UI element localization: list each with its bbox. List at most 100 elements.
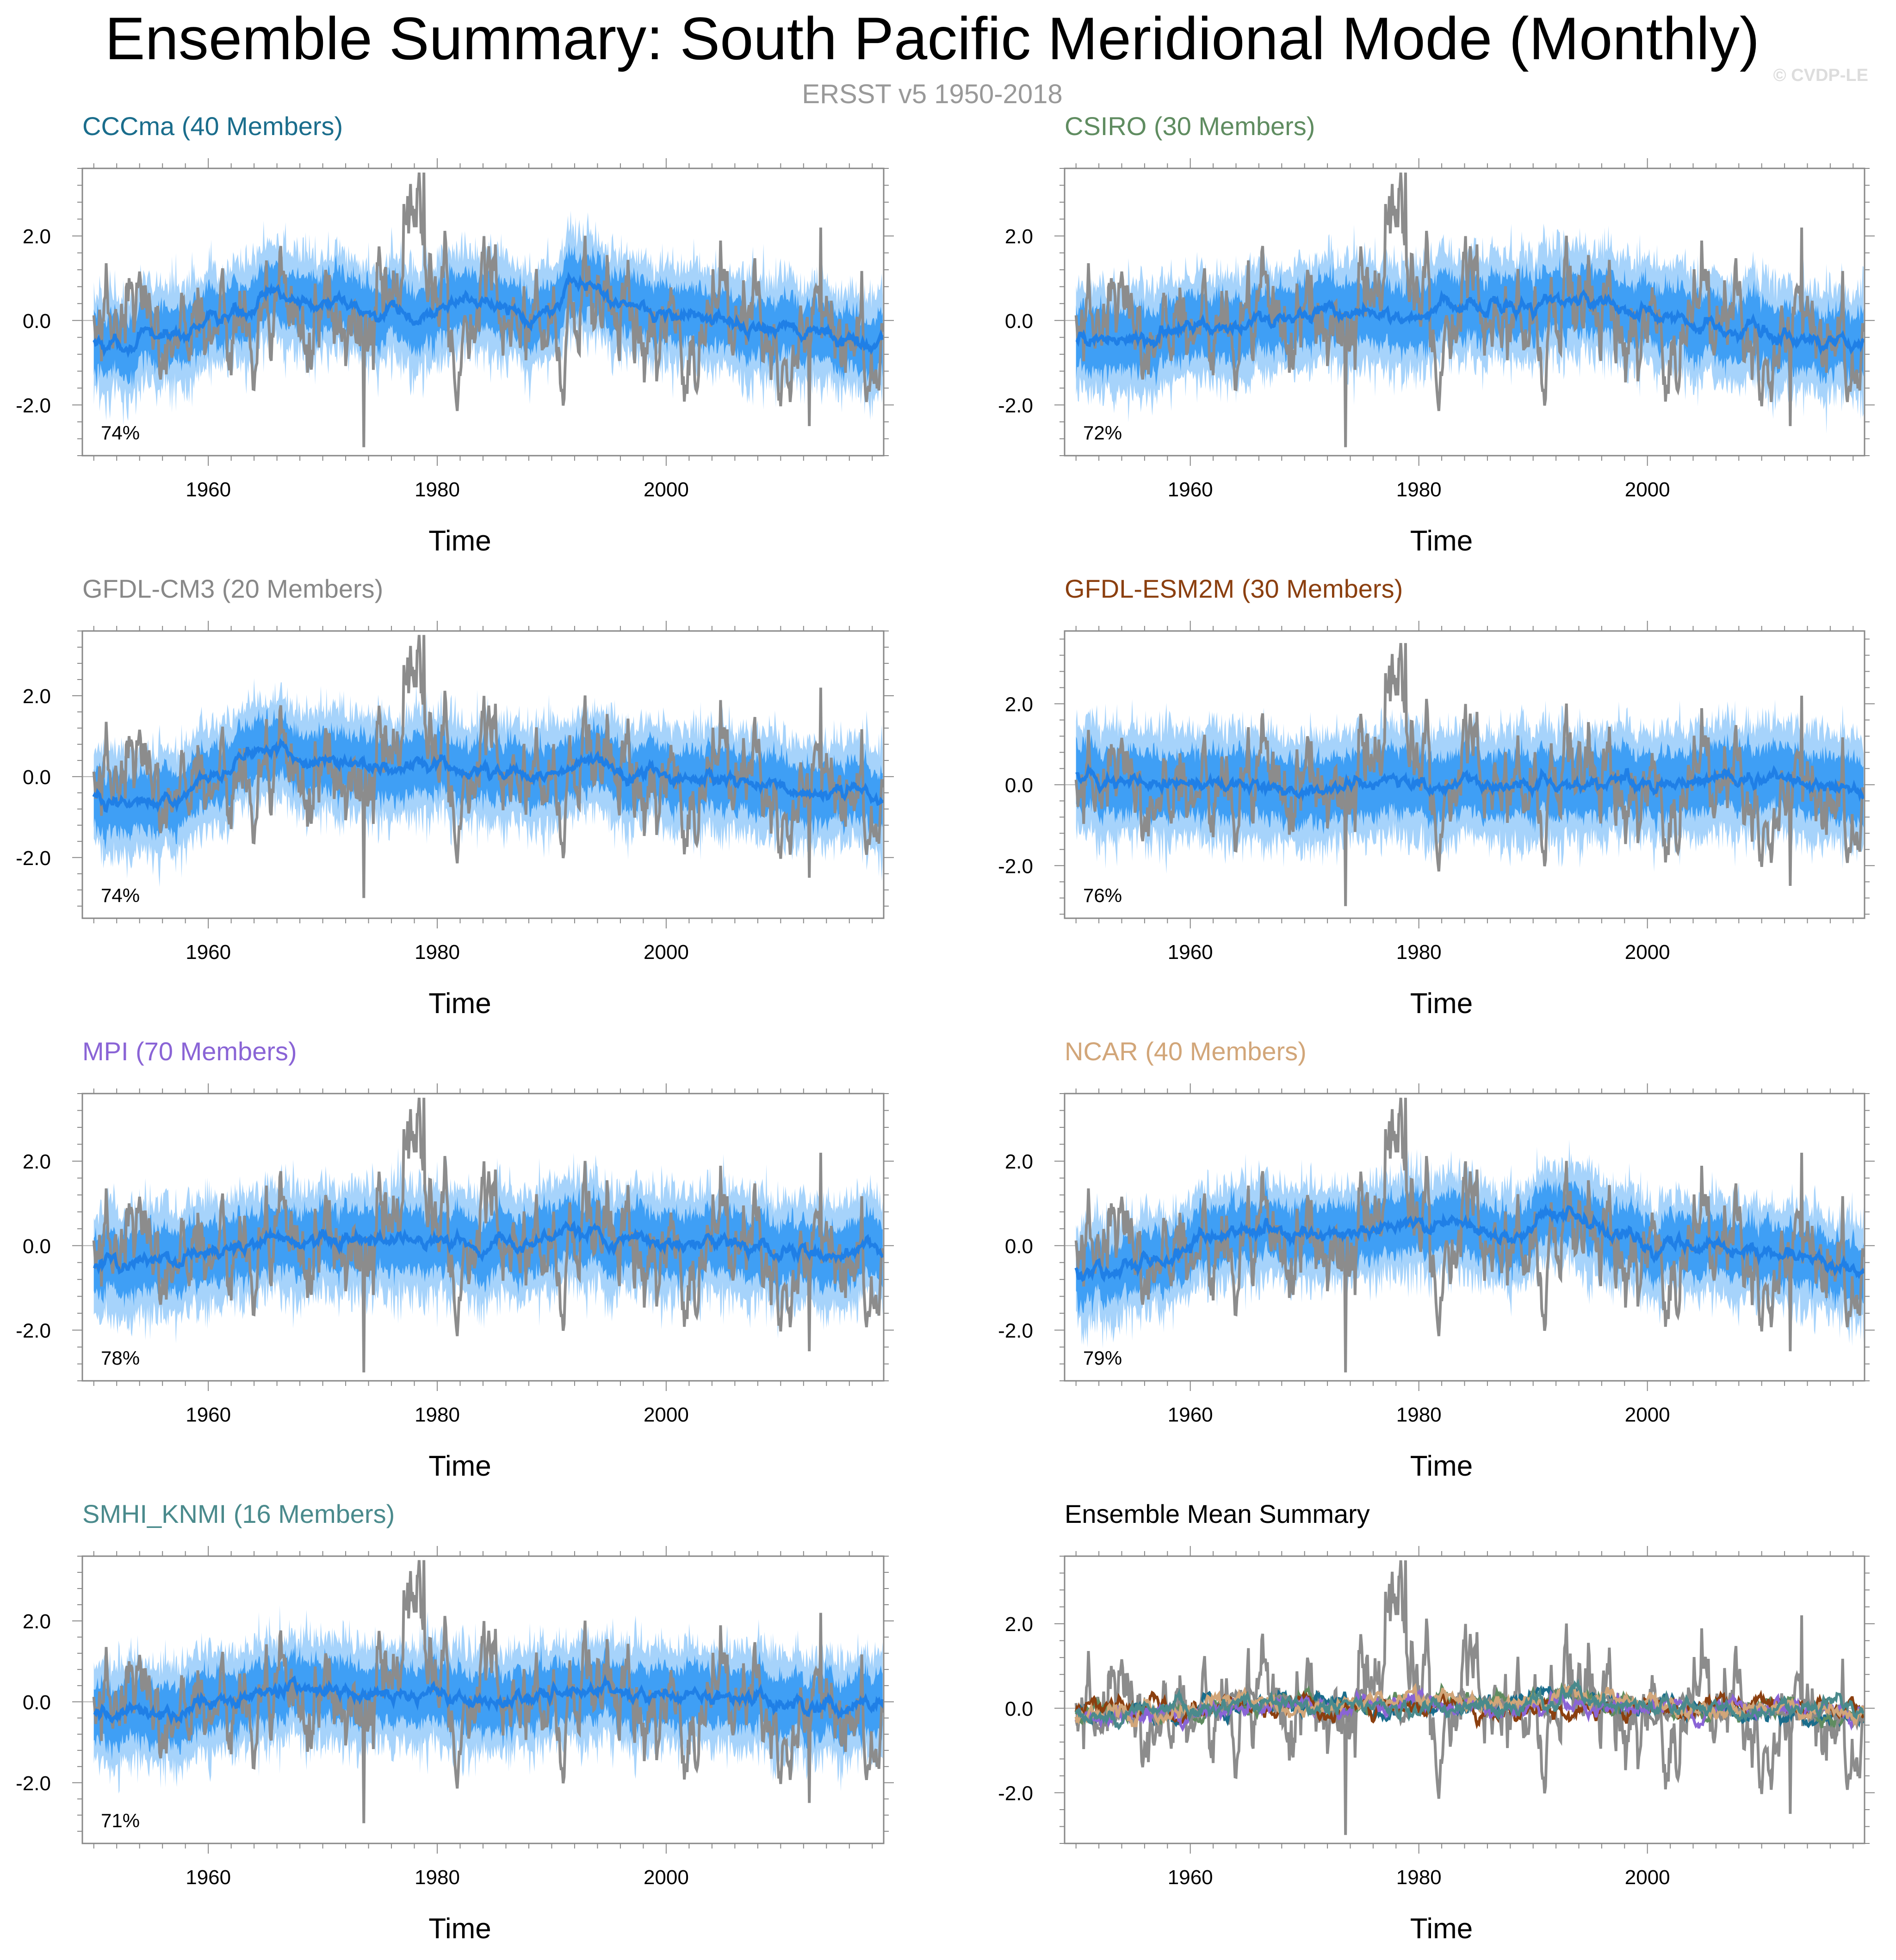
plot-area [1065,1560,1865,1835]
y-tick-label: 2.0 [1005,1150,1033,1173]
x-tick-label: 1980 [1396,1866,1442,1889]
y-tick-label: 0.0 [1005,774,1033,797]
panel-title: GFDL-ESM2M (30 Members) [1065,574,1403,603]
y-tick-label: -2.0 [998,394,1033,417]
x-tick-label: 2000 [644,478,689,501]
x-tick-label: 1980 [1396,478,1442,501]
ensemble-mean-line [1075,763,1865,802]
panel-title: SMHI_KNMI (16 Members) [82,1499,395,1528]
y-tick-label: 2.0 [1005,225,1033,248]
x-tick-label: 2000 [644,1404,689,1426]
y-tick-label: 0.0 [1005,1698,1033,1720]
y-tick-label: -2.0 [998,855,1033,878]
x-axis-label: Time [428,1913,491,1945]
ensemble-mean-line [93,1220,884,1275]
percent-label: 78% [101,1347,140,1369]
y-tick-label: -2.0 [998,1782,1033,1805]
panel-title: GFDL-CM3 (20 Members) [82,574,383,603]
ensemble-mean-line [1075,289,1865,356]
ensemble-mean-line [1074,1203,1865,1283]
panel-title: Ensemble Mean Summary [1065,1499,1370,1528]
percent-label: 71% [101,1810,140,1831]
plot-area [1065,1097,1865,1373]
chart-panel-4: GFDL-ESM2M (30 Members) 1960 1980 2000 2.0 0.… [998,574,1875,1020]
chart-panel-7: SMHI_KNMI (16 Members) 1960 1980 2000 2.0 0.0… [16,1499,894,1945]
x-tick-label: 1960 [186,478,231,501]
y-tick-label: 2.0 [1005,1613,1033,1636]
chart-panel-5: MPI (70 Members) 1960 1980 2000 2.0 0.0 -2.0 Ti… [16,1037,894,1482]
y-tick-label: -2.0 [16,394,51,417]
x-tick-label: 2000 [1625,941,1670,964]
copyright-label: © CVDP-LE [1773,66,1868,85]
plot-area [82,1560,884,1824]
y-tick-label: -2.0 [16,1319,51,1342]
panel-title: NCAR (40 Members) [1065,1037,1307,1066]
y-tick-label: 0.0 [23,766,51,789]
percent-label: 74% [101,422,140,444]
y-tick-label: -2.0 [16,847,51,870]
x-tick-label: 1960 [1168,478,1213,501]
y-tick-label: -2.0 [16,1772,51,1795]
x-axis-label: Time [428,1450,491,1482]
y-tick-label: 2.0 [1005,693,1033,716]
x-axis-label: Time [1410,1450,1473,1482]
plot-area [1065,643,1865,906]
panel-title: CSIRO (30 Members) [1065,111,1315,141]
panel-title: CCCma (40 Members) [82,111,343,141]
observed-series-line [92,172,884,447]
percent-label: 72% [1083,422,1122,444]
chart-panel-1: CCCma (40 Members) 1960 1980 2000 2.0 0.0 -2.0… [16,111,894,557]
x-tick-label: 2000 [1625,1866,1670,1889]
chart-panel-8: Ensemble Mean Summary 1960 1980 2000 2.0 0.0 -… [998,1499,1875,1945]
x-tick-label: 1980 [415,1404,460,1426]
x-tick-label: 1960 [186,1866,231,1889]
x-axis-label: Time [428,525,491,557]
x-tick-label: 1980 [1396,1404,1442,1426]
x-tick-label: 1980 [1396,941,1442,964]
main-title: Ensemble Summary: South Pacific Meridion… [105,5,1760,72]
x-axis-label: Time [428,988,491,1020]
plot-area [82,1097,884,1373]
y-tick-label: 2.0 [23,1610,51,1633]
chart-panel-3: GFDL-CM3 (20 Members) 1960 1980 2000 2.0 0.0 -… [16,574,894,1020]
y-tick-label: 0.0 [23,310,51,333]
x-axis-label: Time [1410,988,1473,1020]
x-tick-label: 2000 [644,941,689,964]
observed-series-line [1074,1097,1865,1373]
y-tick-label: 0.0 [23,1691,51,1714]
ensemble-mean-line-smhi-knmi [1074,1678,1865,1731]
ensemble-mean-line [92,738,884,813]
x-tick-label: 2000 [1625,1404,1670,1426]
observed-series-line [1074,172,1865,447]
x-tick-label: 1980 [415,941,460,964]
panel-title: MPI (70 Members) [82,1037,297,1066]
x-tick-label: 1960 [1168,1404,1213,1426]
x-tick-label: 1980 [415,1866,460,1889]
subtitle: ERSST v5 1950-2018 [802,79,1063,109]
x-axis-label: Time [1410,525,1473,557]
percent-label: 76% [1083,884,1122,906]
ensemble-spread-inner [1076,255,1864,387]
x-axis-label: Time [1410,1913,1473,1945]
ensemble-mean-line [93,1674,884,1725]
plot-area [1065,172,1865,447]
y-tick-label: -2.0 [998,1319,1033,1342]
chart-panel-2: CSIRO (30 Members) 1960 1980 2000 2.0 0.0 -2.0… [998,111,1875,557]
ensemble-mean-line-ncar [1074,1682,1865,1728]
x-tick-label: 1960 [1168,941,1213,964]
observed-series-line [92,1560,884,1824]
ensemble-mean-line [93,271,884,359]
plot-area [82,635,884,898]
x-tick-label: 2000 [1625,478,1670,501]
x-tick-label: 2000 [644,1866,689,1889]
chart-panel-6: NCAR (40 Members) 1960 1980 2000 2.0 0.0 -2.0 T… [998,1037,1875,1482]
x-tick-label: 1960 [186,1404,231,1426]
y-tick-label: 2.0 [23,1150,51,1173]
y-tick-label: 0.0 [1005,1235,1033,1258]
percent-label: 74% [101,884,140,906]
ensemble-spread-inner [93,242,883,389]
percent-label: 79% [1083,1347,1122,1369]
x-tick-label: 1980 [415,478,460,501]
observed-series-line [92,635,884,898]
